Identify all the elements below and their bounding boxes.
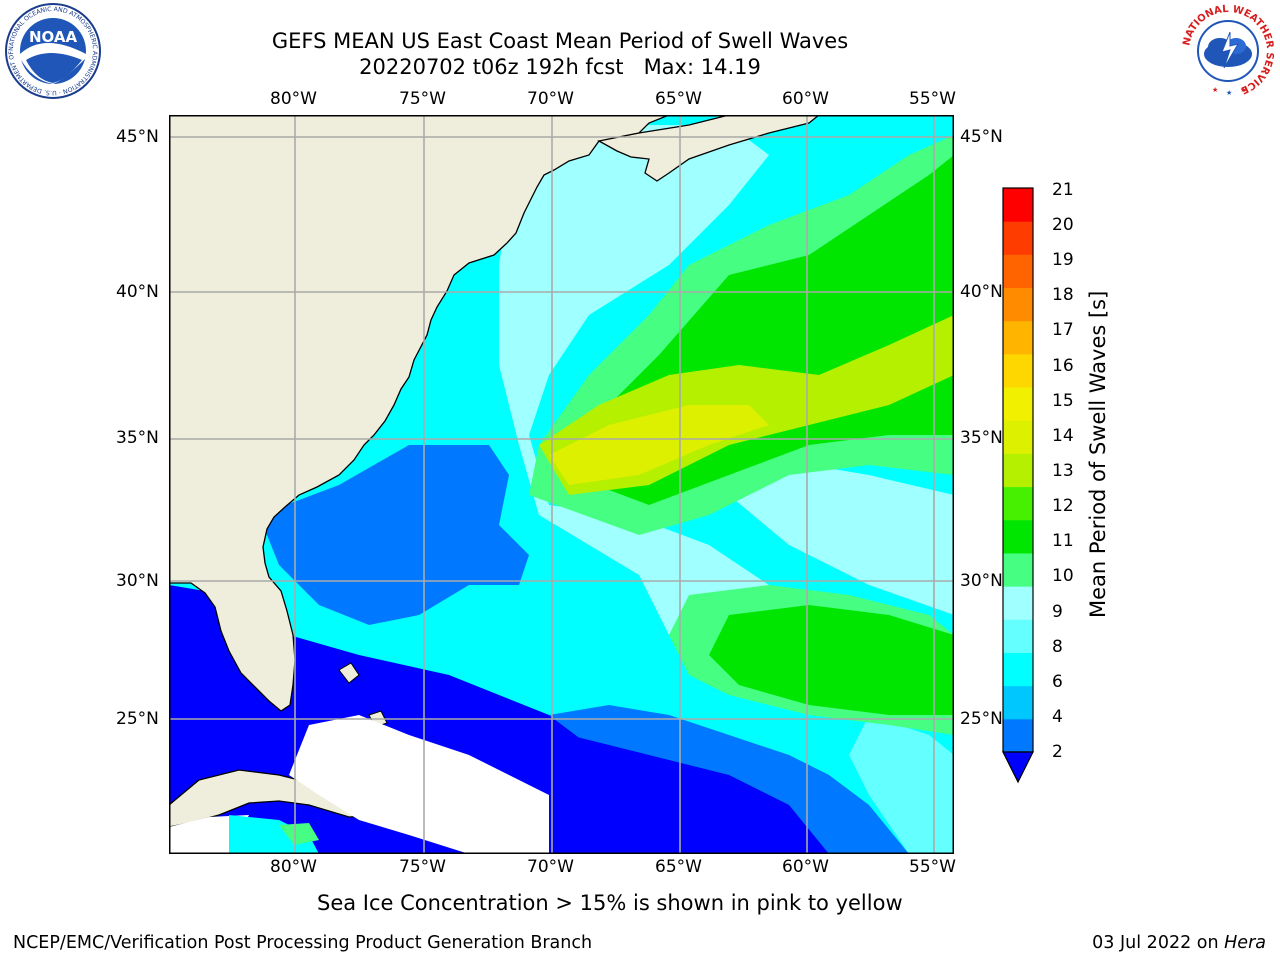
svg-text:★: ★ bbox=[1212, 86, 1218, 94]
colorbar-tick: 16 bbox=[1052, 356, 1074, 376]
footer-right: 03 Jul 2022 on Hera bbox=[1092, 933, 1266, 953]
lon-label-bottom: 55°W bbox=[909, 857, 956, 877]
lon-label-bottom: 65°W bbox=[655, 857, 702, 877]
colorbar-segment bbox=[1003, 287, 1033, 322]
lon-label-top: 65°W bbox=[655, 89, 702, 109]
lon-label-bottom: 60°W bbox=[782, 857, 829, 877]
swell-field-10-11s bbox=[709, 605, 954, 715]
colorbar-tick: 12 bbox=[1052, 496, 1074, 516]
swell-field-8-9s bbox=[499, 125, 869, 715]
colorbar-segment bbox=[1003, 685, 1033, 720]
colorbar-tick: 2 bbox=[1052, 742, 1063, 762]
colorbar-segment bbox=[1003, 619, 1033, 653]
colorbar-tick: 20 bbox=[1052, 215, 1074, 235]
colorbar-segment bbox=[1003, 586, 1033, 620]
lon-label-top: 70°W bbox=[527, 89, 574, 109]
lon-label-top: 60°W bbox=[782, 89, 829, 109]
lat-label-right: 40°N bbox=[960, 282, 1003, 302]
footer-date: 03 Jul 2022 on bbox=[1092, 933, 1225, 953]
colorbar-tick: 17 bbox=[1052, 320, 1074, 340]
colorbar-segment bbox=[1003, 552, 1033, 587]
colorbar-segment bbox=[1003, 387, 1033, 421]
lat-label-left: 30°N bbox=[116, 571, 159, 591]
graticule bbox=[169, 115, 954, 854]
lat-label-right: 35°N bbox=[960, 428, 1003, 448]
colorbar-tick: 4 bbox=[1052, 707, 1063, 727]
no-data-area bbox=[289, 715, 549, 854]
colorbar-tick: 15 bbox=[1052, 391, 1074, 411]
land-maritimes bbox=[597, 115, 821, 182]
lat-label-right: 25°N bbox=[960, 709, 1003, 729]
swell-field-4-6s bbox=[259, 445, 529, 625]
footer-left: NCEP/EMC/Verification Post Processing Pr… bbox=[13, 933, 593, 953]
colorbar-segment bbox=[1003, 519, 1033, 554]
colorbar-segment bbox=[1003, 652, 1033, 687]
colorbar-segment bbox=[1003, 453, 1033, 488]
map-panel bbox=[169, 115, 954, 854]
svg-text:★: ★ bbox=[1240, 86, 1246, 94]
swell-field-2-4s-south bbox=[549, 735, 829, 854]
noaa-logo: NATIONAL OCEANIC AND ATMOSPHERIC ADMINIS… bbox=[4, 2, 102, 100]
colorbar-segment bbox=[1003, 320, 1033, 355]
lon-label-bottom: 75°W bbox=[399, 857, 446, 877]
land-north-america bbox=[169, 115, 670, 712]
colorbar-tick: 21 bbox=[1052, 180, 1074, 200]
lat-label-left: 25°N bbox=[116, 709, 159, 729]
lon-label-top: 75°W bbox=[399, 89, 446, 109]
colorbar-tick: 18 bbox=[1052, 285, 1074, 305]
lat-label-left: 35°N bbox=[116, 428, 159, 448]
map-frame bbox=[169, 115, 954, 854]
swell-field-6-8s bbox=[849, 715, 954, 854]
lon-label-top: 55°W bbox=[909, 89, 956, 109]
colorbar-tick: 10 bbox=[1052, 566, 1074, 586]
swell-field-13-14s bbox=[549, 405, 769, 485]
lat-label-left: 40°N bbox=[116, 282, 159, 302]
colorbar-segment bbox=[1003, 486, 1033, 521]
svg-text:★: ★ bbox=[1226, 89, 1232, 97]
colorbar-title: Mean Period of Swell Waves [s] bbox=[1086, 290, 1110, 618]
nws-logo: NATIONAL WEATHER SERVICE ★ ★ ★ bbox=[1178, 2, 1278, 100]
lon-label-top: 80°W bbox=[270, 89, 317, 109]
colorbar-segment bbox=[1003, 718, 1033, 753]
colorbar-tick: 11 bbox=[1052, 531, 1074, 551]
colorbar-tick: 14 bbox=[1052, 426, 1074, 446]
colorbar-tick: 13 bbox=[1052, 461, 1074, 481]
noaa-logo-text: NOAA bbox=[29, 28, 78, 46]
footer-host: Hera bbox=[1224, 933, 1266, 953]
colorbar-tick: 19 bbox=[1052, 250, 1074, 270]
colorbar-tick: 9 bbox=[1052, 602, 1063, 622]
lat-label-right: 30°N bbox=[960, 571, 1003, 591]
colorbar-extend-arrow bbox=[1002, 751, 1034, 784]
chart-subtitle: 20220702 t06z 192h fcst Max: 14.19 bbox=[359, 55, 761, 79]
swell-field-8-9s bbox=[729, 465, 954, 615]
colorbar bbox=[1000, 186, 1040, 786]
lat-label-right: 45°N bbox=[960, 127, 1003, 147]
chart-title: GEFS MEAN US East Coast Mean Period of S… bbox=[271, 29, 849, 53]
colorbar-tick: 8 bbox=[1052, 637, 1063, 657]
colorbar-tick: 6 bbox=[1052, 672, 1063, 692]
lat-label-left: 45°N bbox=[116, 127, 159, 147]
colorbar-segment bbox=[1003, 188, 1033, 222]
sea-ice-note: Sea Ice Concentration > 15% is shown in … bbox=[317, 891, 903, 915]
swell-field-9-10s-caribbean bbox=[279, 823, 319, 845]
lon-label-bottom: 70°W bbox=[527, 857, 574, 877]
colorbar-segment bbox=[1003, 353, 1033, 388]
lon-label-bottom: 80°W bbox=[270, 857, 317, 877]
colorbar-segment bbox=[1003, 420, 1033, 454]
colorbar-segment bbox=[1003, 254, 1033, 289]
colorbar-segment bbox=[1003, 221, 1033, 255]
